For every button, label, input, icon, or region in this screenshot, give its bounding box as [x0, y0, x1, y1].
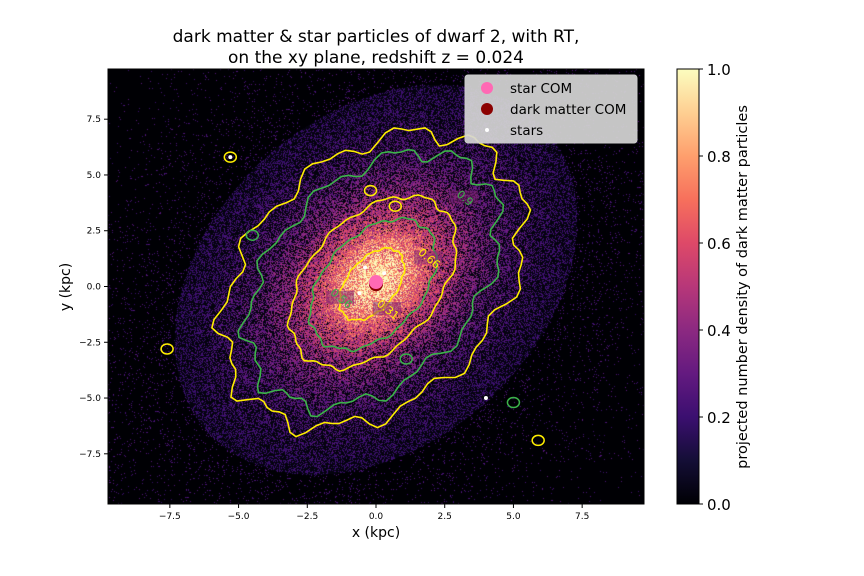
- colorbar-tick-label: 1.0: [707, 61, 731, 79]
- legend-label-stars: stars: [510, 123, 543, 139]
- substructure-contour: [160, 343, 174, 355]
- contour-label-background: [414, 250, 443, 264]
- y-tick-label: −2.5: [79, 338, 101, 348]
- colorbar-label: projected number density of dark matter …: [735, 105, 751, 469]
- x-tick-label: −7.5: [159, 512, 181, 522]
- contour-line: [338, 246, 406, 322]
- colorbar-gradient: [676, 68, 700, 505]
- y-axis-label: y (kpc): [58, 263, 74, 311]
- series-point: [228, 155, 233, 160]
- y-tick-label: 2.5: [87, 227, 101, 237]
- contour-line: [237, 148, 505, 418]
- series-point: [369, 275, 383, 290]
- substructure-contour: [399, 353, 413, 365]
- series-point: [357, 291, 362, 296]
- substructure-contour: [245, 229, 260, 241]
- legend-marker-dark-matter-com: [481, 103, 493, 115]
- contour-line: [286, 194, 458, 372]
- y-tick-label: −5.0: [79, 394, 101, 404]
- contour-line: [211, 127, 532, 438]
- legend-item-star-com: star COM: [481, 81, 572, 97]
- y-axis: 7.5 5.0 2.5 0.0 −2.5 −5.0 −7.5: [79, 115, 108, 460]
- legend-box: [464, 74, 638, 144]
- legend-marker-star-com: [481, 82, 493, 94]
- legend-item-dark-matter-com: dark matter COM: [481, 102, 626, 118]
- chart-title-line-1: dark matter & star particles of dwarf 2,…: [173, 27, 580, 47]
- x-tick-label: 0.0: [369, 512, 384, 522]
- x-axis-label: x (kpc): [352, 525, 400, 541]
- colorbar-ticks: 0.0 0.2 0.4 0.6 0.8 1.0: [699, 61, 731, 514]
- substructure-contour: [531, 434, 545, 447]
- x-tick-label: −5.0: [228, 512, 250, 522]
- points-layer: [228, 155, 488, 401]
- contour-line: [307, 216, 438, 353]
- substructure-contour: [223, 151, 238, 163]
- x-tick-label: 2.5: [438, 512, 452, 522]
- legend-label-dark-matter-com: dark matter COM: [510, 102, 626, 118]
- legend-label-star-com: star COM: [510, 81, 572, 97]
- substructure-contour: [363, 184, 378, 197]
- colorbar-tick-label: 0.2: [707, 409, 731, 427]
- contour-label-background: [449, 190, 478, 204]
- x-axis: −7.5 −5.0 −2.5 0.0 2.5 5.0 7.5: [159, 504, 589, 522]
- legend-marker-stars: [485, 128, 489, 132]
- series-point: [363, 265, 368, 270]
- legend-item-stars: stars: [485, 123, 543, 139]
- y-tick-label: 5.0: [87, 171, 102, 181]
- colorbar-tick-label: 0.6: [707, 235, 731, 253]
- contour-label-background: [326, 290, 355, 304]
- y-tick-label: 7.5: [87, 115, 101, 125]
- series-point: [382, 271, 387, 276]
- x-tick-label: 7.5: [575, 512, 589, 522]
- substructure-contour: [506, 396, 521, 409]
- substructure-contour: [388, 200, 402, 212]
- contour-label-background: [372, 302, 401, 316]
- x-tick-label: 5.0: [506, 512, 521, 522]
- series-point: [483, 396, 488, 401]
- y-tick-label: 0.0: [87, 283, 102, 293]
- colorbar: 0.0 0.2 0.4 0.6 0.8 1.0 projected number dens…: [676, 61, 751, 514]
- colorbar-tick-label: 0.8: [707, 148, 731, 166]
- legend: star COM dark matter COM stars: [464, 74, 638, 144]
- colorbar-tick-label: 0.0: [707, 496, 731, 514]
- y-tick-label: −7.5: [79, 450, 101, 460]
- x-tick-label: −2.5: [296, 512, 318, 522]
- colorbar-tick-label: 0.4: [707, 322, 731, 340]
- chart-title-line-2: on the xy plane, redshift z = 0.024: [228, 48, 524, 68]
